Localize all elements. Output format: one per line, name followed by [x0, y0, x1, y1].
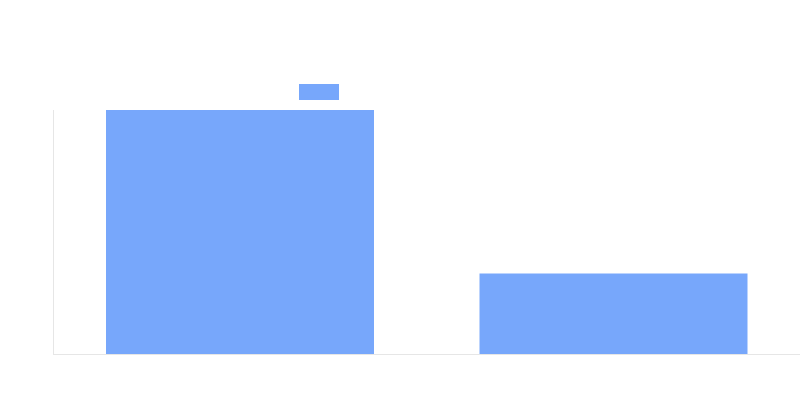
bar-2: [479, 273, 748, 354]
plot-area: [106, 110, 748, 354]
legend: [299, 84, 339, 100]
axes: [53, 110, 800, 355]
legend-swatch: [299, 84, 339, 100]
bar-1: [106, 110, 374, 354]
